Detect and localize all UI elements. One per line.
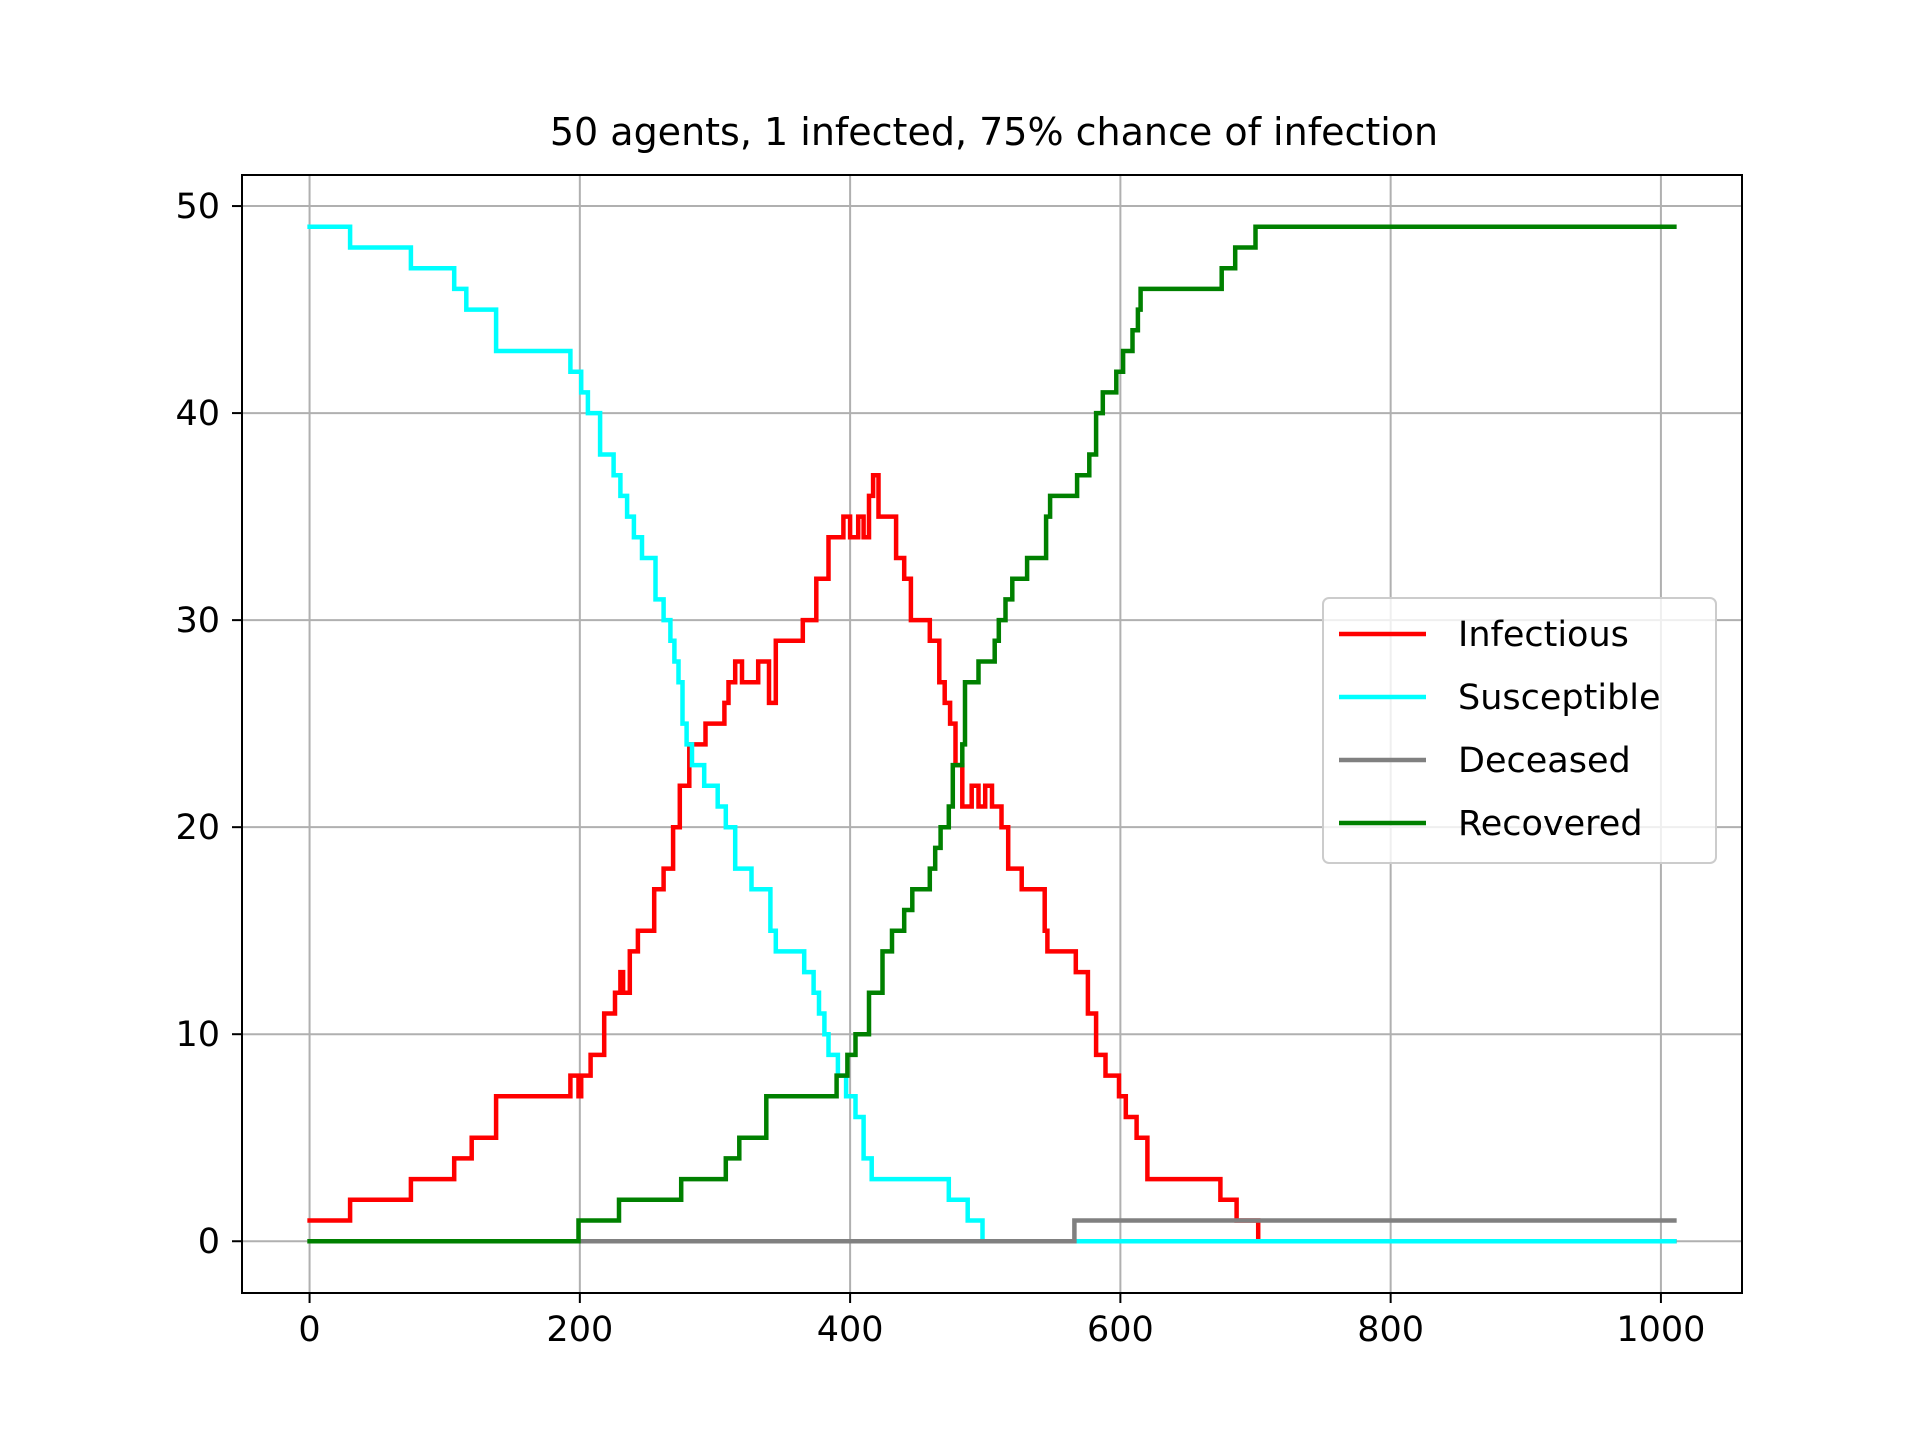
- legend-label-deceased: Deceased: [1458, 741, 1631, 781]
- legend-box: [1322, 597, 1717, 864]
- y-tick-label: 20: [175, 808, 220, 848]
- legend-label-recovered: Recovered: [1458, 804, 1643, 844]
- series-line-recovered: [307, 224, 1677, 1244]
- y-tick-label: 0: [198, 1222, 220, 1262]
- y-tick-label: 30: [175, 601, 220, 641]
- legend-label-infectious: Infectious: [1458, 615, 1629, 655]
- x-tick-label: 0: [298, 1310, 320, 1350]
- x-tick-label: 800: [1357, 1310, 1424, 1350]
- series-lines: [307, 224, 1677, 1244]
- axis-ticks: 0 200 400 600 800 1000 0 10 20 30 40 50: [175, 187, 1705, 1350]
- series-line-infectious: [307, 472, 1677, 1244]
- x-tick-label: 600: [1087, 1310, 1154, 1350]
- x-tick-label: 1000: [1616, 1310, 1705, 1350]
- y-tick-label: 10: [175, 1015, 220, 1055]
- legend-label-susceptible: Susceptible: [1458, 678, 1661, 718]
- x-tick-label: 400: [817, 1310, 884, 1350]
- plot-frame: [241, 174, 1743, 1294]
- y-tick-label: 50: [175, 187, 220, 227]
- x-tick-label: 200: [546, 1310, 613, 1350]
- y-tick-label: 40: [175, 394, 220, 434]
- legend: Infectious Susceptible Deceased Recovered: [1322, 597, 1717, 864]
- chart-title: 50 agents, 1 infected, 75% chance of inf…: [550, 110, 1438, 154]
- series-line-deceased: [307, 1218, 1677, 1244]
